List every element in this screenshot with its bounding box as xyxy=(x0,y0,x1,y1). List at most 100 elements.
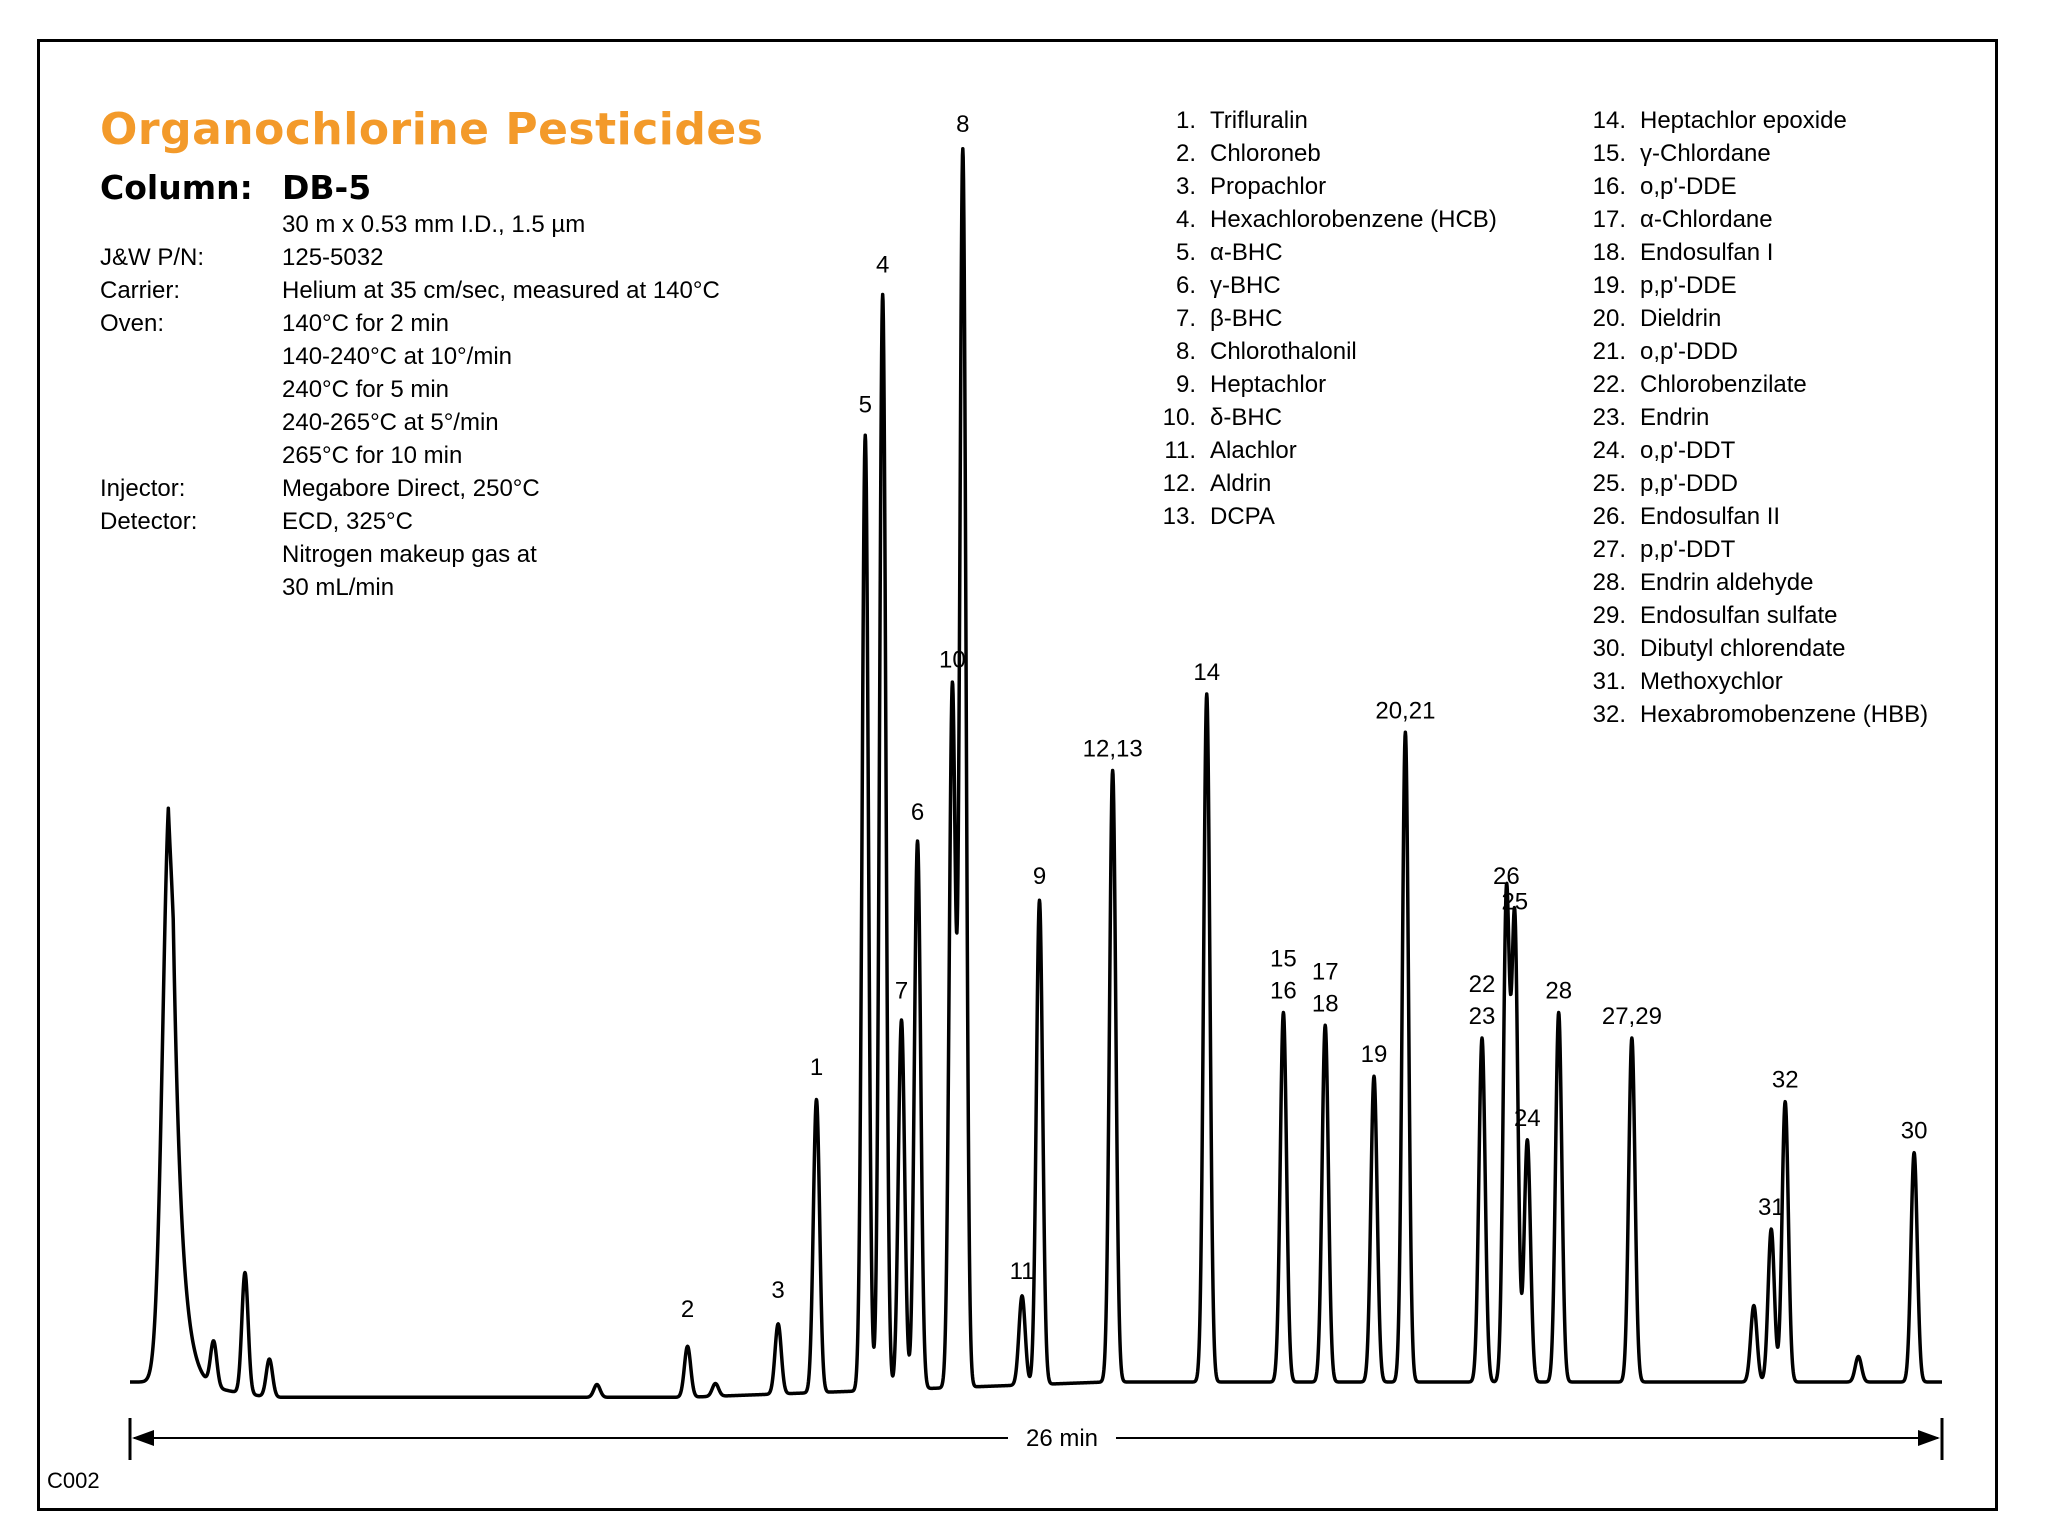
legend-compound-name: β-BHC xyxy=(1210,305,1283,332)
legend-compound-name: o,p'-DDE xyxy=(1640,173,1737,200)
legend-number: 29. xyxy=(1592,602,1626,629)
legend-entry: 12. Aldrin xyxy=(1150,467,1497,500)
legend-compound-name: Chloroneb xyxy=(1210,140,1321,167)
legend-number: 30. xyxy=(1592,635,1626,662)
peak-label: 27,29 xyxy=(1602,1003,1662,1030)
legend-number: 24. xyxy=(1592,437,1626,464)
peak-label: 6 xyxy=(911,799,924,826)
peak-label: 3 xyxy=(771,1277,784,1304)
legend-number: 4. xyxy=(1175,206,1196,233)
legend-entry: 18. Endosulfan I xyxy=(1580,236,1928,269)
condition-value: 140-240°C at 10°/min xyxy=(282,343,512,370)
legend-compound-name: Chlorobenzilate xyxy=(1640,371,1807,398)
legend-number: 5. xyxy=(1175,239,1196,266)
condition-value: 30 mL/min xyxy=(282,574,395,601)
legend-compound-name: γ-BHC xyxy=(1210,272,1281,299)
peak-label: 5 xyxy=(859,392,872,419)
time-span-label: 26 min xyxy=(1026,1425,1098,1452)
legend-compound-name: p,p'-DDD xyxy=(1640,470,1738,497)
peak-label: 17 xyxy=(1312,958,1339,985)
legend-number: 25. xyxy=(1592,470,1626,497)
legend-number: 28. xyxy=(1592,569,1626,596)
legend-number: 7. xyxy=(1175,305,1196,332)
peak-label: 18 xyxy=(1312,990,1339,1017)
legend-entry: 9. Heptachlor xyxy=(1150,368,1497,401)
legend-number: 32. xyxy=(1592,701,1626,728)
peak-label: 24 xyxy=(1514,1105,1541,1132)
legend-number: 26. xyxy=(1592,503,1626,530)
peak-label: 15 xyxy=(1270,946,1297,973)
peak-label: 20,21 xyxy=(1375,697,1435,724)
column-value: DB-5 xyxy=(282,168,372,207)
peak-label: 31 xyxy=(1758,1194,1785,1221)
legend-compound-name: Chlorothalonil xyxy=(1210,338,1357,365)
legend-number: 21. xyxy=(1592,338,1626,365)
column-label: Column: xyxy=(100,168,253,207)
legend-compound-name: Endrin xyxy=(1640,404,1710,431)
legend-compound-name: p,p'-DDT xyxy=(1640,536,1736,563)
legend-compound-name: Dibutyl chlorendate xyxy=(1640,635,1846,662)
condition-value: 240-265°C at 5°/min xyxy=(282,409,499,436)
condition-value: 140°C for 2 min xyxy=(282,310,450,337)
peak-label: 32 xyxy=(1772,1067,1799,1094)
legend-compound-name: α-BHC xyxy=(1210,239,1283,266)
legend-number: 19. xyxy=(1592,272,1626,299)
condition-label: Injector: xyxy=(100,475,186,502)
legend-entry: 6. γ-BHC xyxy=(1150,269,1497,302)
legend-compound-name: γ-Chlordane xyxy=(1640,140,1771,167)
legend-compound-name: Heptachlor xyxy=(1210,371,1327,398)
legend-entry: 2. Chloroneb xyxy=(1150,137,1497,170)
legend-number: 8. xyxy=(1175,338,1196,365)
legend-number: 10. xyxy=(1162,404,1196,431)
compound-legend-left: 1. Trifluralin 2. Chloroneb 3. Propachlor 4. He… xyxy=(1150,104,1497,533)
chromatogram-trace xyxy=(128,146,1944,1400)
legend-number: 6. xyxy=(1175,272,1196,299)
legend-compound-name: Aldrin xyxy=(1210,470,1272,497)
legend-entry: 19. p,p'-DDE xyxy=(1580,269,1928,302)
peak-label: 16 xyxy=(1270,978,1297,1005)
legend-number: 20. xyxy=(1592,305,1626,332)
legend-compound-name: o,p'-DDT xyxy=(1640,437,1736,464)
time-span-arrow-right xyxy=(1918,1430,1940,1446)
peak-label: 30 xyxy=(1901,1118,1928,1145)
condition-value: 240°C for 5 min xyxy=(282,376,450,403)
legend-compound-name: Propachlor xyxy=(1210,173,1327,200)
legend-compound-name: DCPA xyxy=(1210,503,1275,530)
legend-number: 13. xyxy=(1162,503,1196,530)
figure-code: C002 xyxy=(47,1468,100,1493)
peak-label: 12,13 xyxy=(1083,736,1143,763)
condition-label: J&W P/N: xyxy=(100,244,205,271)
legend-entry: 22. Chlorobenzilate xyxy=(1580,368,1928,401)
legend-entry: 8. Chlorothalonil xyxy=(1150,335,1497,368)
peak-label: 10 xyxy=(939,646,966,673)
condition-value: 30 m x 0.53 mm I.D., 1.5 µm xyxy=(282,211,586,238)
peak-label: 2 xyxy=(681,1296,694,1323)
legend-entry: 13. DCPA xyxy=(1150,500,1497,533)
legend-compound-name: δ-BHC xyxy=(1210,404,1283,431)
legend-entry: 14. Heptachlor epoxide xyxy=(1580,104,1928,137)
legend-number: 17. xyxy=(1592,206,1626,233)
legend-compound-name: Hexabromobenzene (HBB) xyxy=(1640,701,1929,728)
legend-entry: 26. Endosulfan II xyxy=(1580,500,1928,533)
peak-label: 26 xyxy=(1493,863,1520,890)
legend-entry: 15. γ-Chlordane xyxy=(1580,137,1928,170)
legend-number: 31. xyxy=(1592,668,1626,695)
peak-label: 28 xyxy=(1545,978,1572,1005)
peak-label: 22 xyxy=(1469,971,1496,998)
peak-label: 8 xyxy=(956,111,969,138)
legend-entry: 32. Hexabromobenzene (HBB) xyxy=(1580,698,1929,731)
legend-entry: 23. Endrin xyxy=(1580,401,1928,434)
legend-compound-name: Endosulfan I xyxy=(1640,239,1774,266)
legend-entry: 17. α-Chlordane xyxy=(1580,203,1928,236)
legend-entry: 5. α-BHC xyxy=(1150,236,1497,269)
legend-compound-name: α-Chlordane xyxy=(1640,206,1773,233)
legend-compound-name: Endrin aldehyde xyxy=(1640,569,1814,596)
legend-compound-name: p,p'-DDE xyxy=(1640,272,1737,299)
legend-entry: 24. o,p'-DDT xyxy=(1580,434,1928,467)
legend-compound-name: Heptachlor epoxide xyxy=(1640,107,1847,134)
condition-value: 125-5032 xyxy=(282,244,384,271)
peak-label: 1 xyxy=(810,1054,823,1081)
peak-label: 19 xyxy=(1361,1041,1388,1068)
legend-number: 27. xyxy=(1592,536,1626,563)
